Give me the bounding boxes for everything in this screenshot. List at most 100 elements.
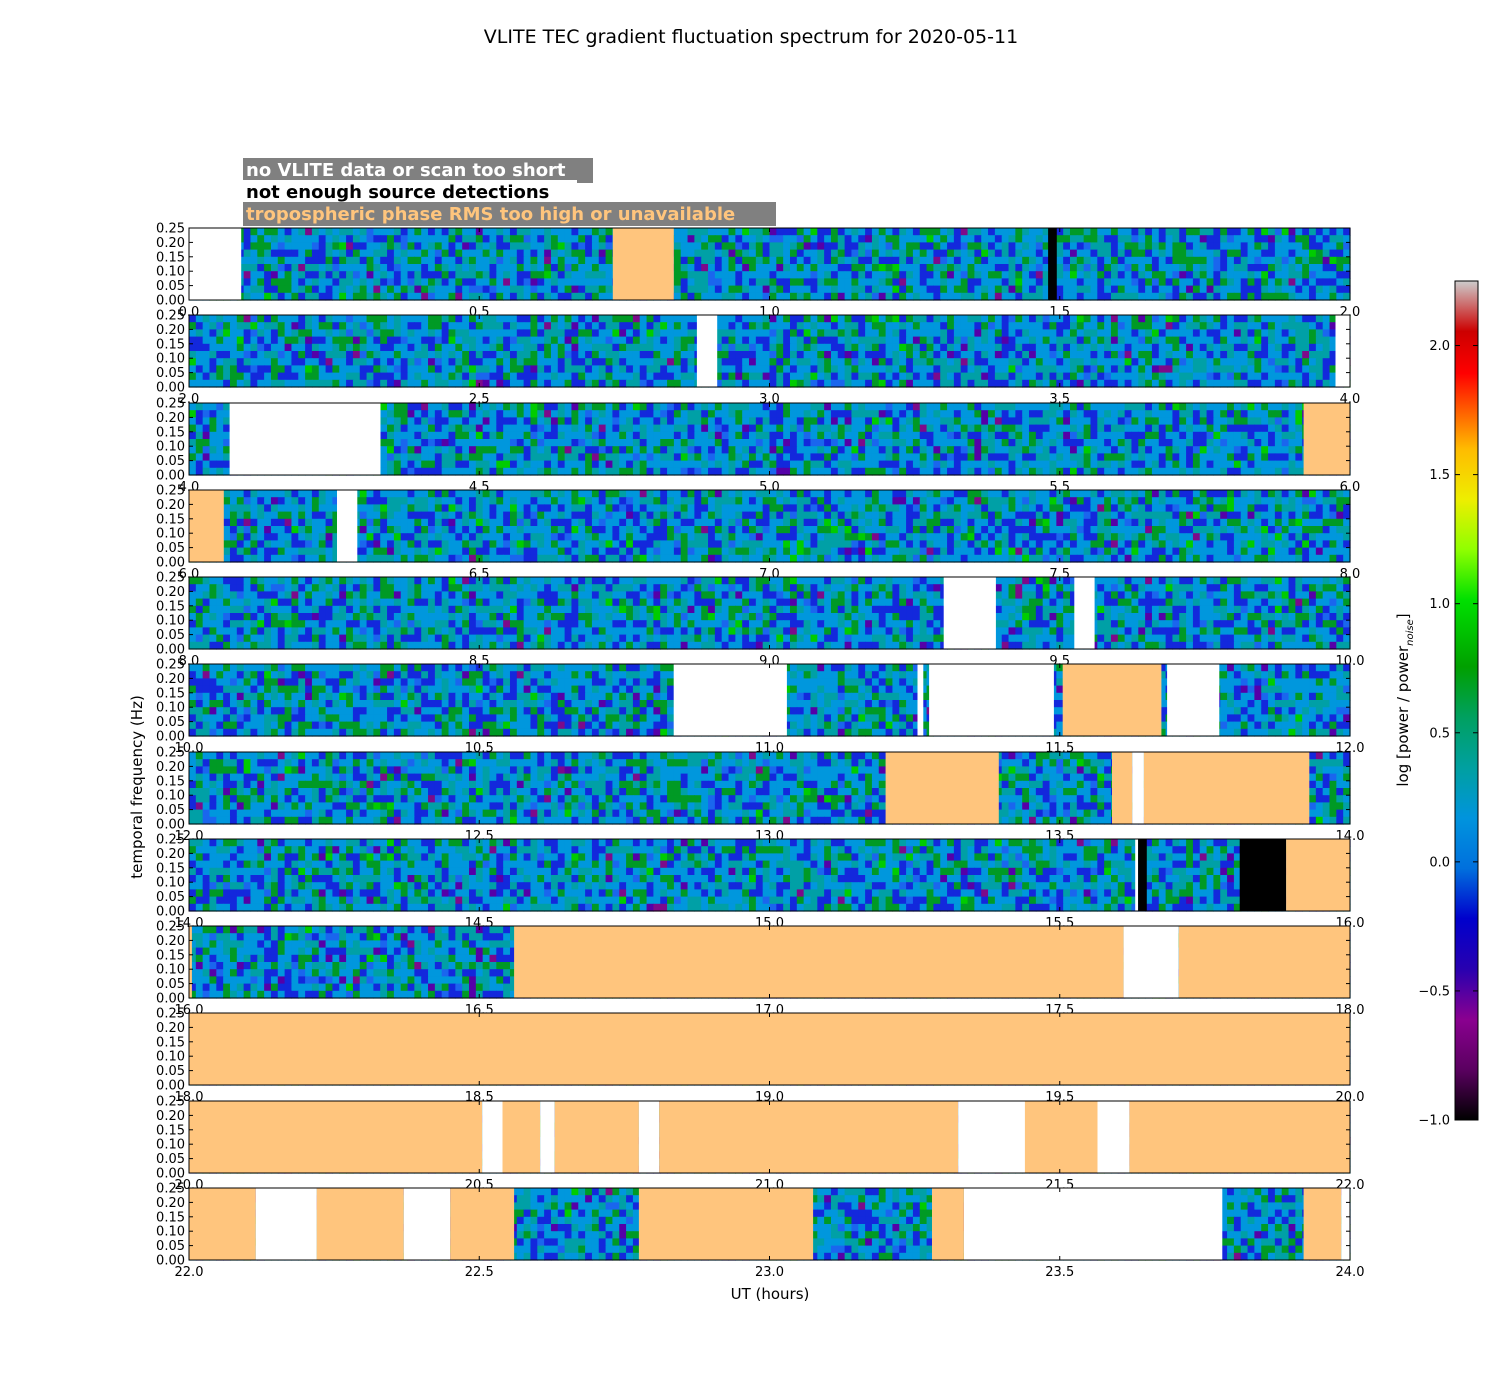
flag-segment-white bbox=[1132, 752, 1144, 824]
y-tick-label: 0.10 bbox=[156, 614, 185, 629]
y-tick-label: 0.10 bbox=[156, 527, 185, 542]
flag-segment-white bbox=[1097, 1101, 1130, 1173]
flag-segment-white bbox=[1341, 1188, 1350, 1260]
y-tick-label: 0.25 bbox=[156, 1007, 185, 1022]
spectrogram bbox=[189, 577, 1351, 650]
y-tick-label: 0.25 bbox=[156, 658, 185, 673]
flag-segment-white bbox=[917, 664, 924, 736]
y-tick-label: 0.00 bbox=[156, 1167, 185, 1182]
colorbar-label-main: log [power / power bbox=[1394, 645, 1412, 787]
y-tick-label: 0.20 bbox=[156, 1196, 185, 1211]
flag-segment-orange bbox=[659, 1101, 959, 1173]
y-tick-label: 0.10 bbox=[156, 1050, 185, 1065]
y-tick-label: 0.10 bbox=[156, 1138, 185, 1153]
y-tick-label: 0.25 bbox=[156, 1095, 185, 1110]
flag-segment-orange bbox=[189, 1101, 483, 1173]
flag-segment-orange bbox=[1143, 752, 1310, 824]
flag-segment-white bbox=[1123, 926, 1179, 998]
legend-entry-not-enough-detections: not enough source detections bbox=[246, 182, 549, 203]
x-tick-label: 24.0 bbox=[1336, 1265, 1365, 1280]
y-tick-label: 0.10 bbox=[156, 963, 185, 978]
flag-segment-white bbox=[189, 228, 242, 300]
y-tick-label: 0.05 bbox=[156, 1239, 185, 1254]
y-tick-label: 0.10 bbox=[156, 876, 185, 891]
y-tick-label: 0.15 bbox=[156, 599, 185, 614]
y-tick-label: 0.20 bbox=[156, 411, 185, 426]
flag-segment-orange bbox=[1303, 1188, 1342, 1260]
y-tick-label: 0.10 bbox=[156, 789, 185, 804]
x-tick-label: 22.5 bbox=[465, 1265, 494, 1280]
y-tick-label: 0.10 bbox=[156, 1225, 185, 1240]
y-tick-label: 0.20 bbox=[156, 236, 185, 251]
y-tick-label: 0.20 bbox=[156, 847, 185, 862]
colorbar-ticks: −1.0 −0.5 0.0 0.5 1.0 1.5 2.0 bbox=[1418, 339, 1478, 1129]
flag-segment-white bbox=[1167, 664, 1220, 736]
y-tick-label: 0.10 bbox=[156, 352, 185, 367]
flag-segment-orange bbox=[502, 1101, 541, 1173]
colorbar-label-sub: noise bbox=[1405, 619, 1416, 646]
flag-segment-orange bbox=[1286, 839, 1350, 911]
flag-segment-orange bbox=[189, 1013, 1350, 1085]
colorbar-tick-label: 0.0 bbox=[1429, 855, 1450, 870]
y-tick-label: 0.25 bbox=[156, 833, 185, 848]
y-tick-label: 0.00 bbox=[156, 818, 185, 833]
y-tick-label: 0.05 bbox=[156, 1152, 185, 1167]
y-tick-label: 0.05 bbox=[156, 977, 185, 992]
colorbar-tick-label: −0.5 bbox=[1418, 984, 1450, 999]
colorbar-tick-label: 1.0 bbox=[1429, 597, 1450, 612]
flag-segment-orange bbox=[638, 1188, 814, 1260]
x-tick-label: 23.0 bbox=[755, 1265, 784, 1280]
y-tick-label: 0.00 bbox=[156, 992, 185, 1007]
y-tick-label: 0.25 bbox=[156, 484, 185, 499]
spectrogram bbox=[189, 228, 1351, 301]
flag-segment-orange bbox=[189, 1188, 256, 1260]
y-tick-label: 0.00 bbox=[156, 1079, 185, 1094]
y-tick-label: 0.10 bbox=[156, 701, 185, 716]
flag-segment-orange bbox=[1303, 403, 1350, 475]
y-tick-label: 0.05 bbox=[156, 366, 185, 381]
flag-segment-white bbox=[229, 403, 381, 475]
y-tick-label: 0.15 bbox=[156, 774, 185, 789]
colorbar-tick-label: 1.5 bbox=[1429, 468, 1450, 483]
panel-2: 0.000.050.100.150.200.252.0 2.5 3.0 3.5 4.0 bbox=[156, 309, 1360, 408]
legend-box-3 bbox=[243, 202, 776, 226]
y-tick-label: 0.05 bbox=[156, 279, 185, 294]
x-tick-label: 22.0 bbox=[175, 1265, 204, 1280]
y-tick-label: 0.20 bbox=[156, 323, 185, 338]
y-tick-label: 0.15 bbox=[156, 861, 185, 876]
y-tick-label: 0.05 bbox=[156, 628, 185, 643]
spectrogram bbox=[189, 315, 1351, 388]
y-tick-label: 0.15 bbox=[156, 250, 185, 265]
y-tick-label: 0.05 bbox=[156, 803, 185, 818]
panel-1: 0.000.050.100.150.200.250.0 0.5 1.0 1.5 2.0 bbox=[156, 222, 1360, 321]
flag-segment-white bbox=[673, 664, 787, 736]
flag-segment-white bbox=[638, 1101, 660, 1173]
flag-segment-orange bbox=[1062, 664, 1162, 736]
y-tick-label: 0.15 bbox=[156, 425, 185, 440]
y-tick-label: 0.15 bbox=[156, 948, 185, 963]
colorbar-label-end: ] bbox=[1394, 613, 1412, 619]
flag-segment-white bbox=[1335, 315, 1350, 387]
flag-segment-white bbox=[255, 1188, 317, 1260]
y-tick-label: 0.00 bbox=[156, 1254, 185, 1269]
y-tick-label: 0.20 bbox=[156, 760, 185, 775]
y-tick-label: 0.15 bbox=[156, 1123, 185, 1138]
flag-segment-white bbox=[943, 577, 996, 649]
colorbar-tick-label: 0.5 bbox=[1429, 726, 1450, 741]
flag-segment-orange bbox=[316, 1188, 404, 1260]
y-tick-label: 0.00 bbox=[156, 469, 185, 484]
flag-segment-white bbox=[696, 315, 718, 387]
flag-segment-white bbox=[958, 1101, 1025, 1173]
y-tick-label: 0.05 bbox=[156, 541, 185, 556]
x-tick-label: 23.5 bbox=[1045, 1265, 1074, 1280]
y-tick-label: 0.05 bbox=[156, 890, 185, 905]
y-tick-label: 0.25 bbox=[156, 1182, 185, 1197]
y-tick-label: 0.20 bbox=[156, 1021, 185, 1036]
y-tick-label: 0.00 bbox=[156, 643, 185, 658]
flag-segment-orange bbox=[1024, 1101, 1098, 1173]
panel-3: 0.000.050.100.150.200.254.0 4.5 5.0 5.5 6.0 bbox=[156, 397, 1360, 496]
flag-segment-orange bbox=[612, 228, 674, 300]
